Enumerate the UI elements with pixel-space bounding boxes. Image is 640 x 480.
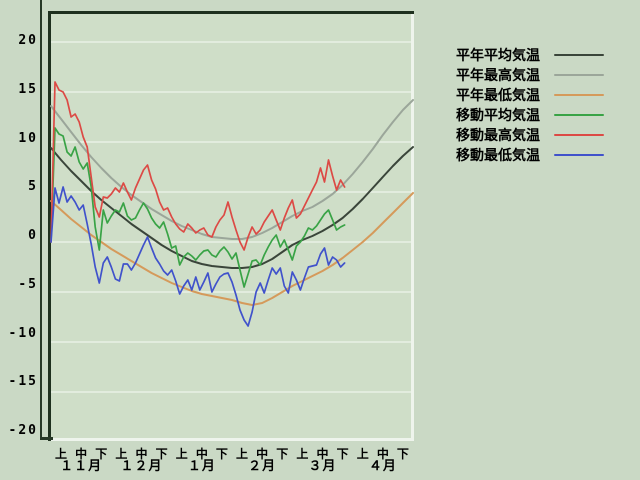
y-tick-label: -15 xyxy=(8,374,38,390)
legend-label: 移動最高気温 xyxy=(456,128,540,144)
x-period-label: 中 xyxy=(316,447,329,461)
x-period-label: 上 xyxy=(356,447,369,461)
legend-label: 平年最高気温 xyxy=(456,68,540,84)
series-line-3 xyxy=(50,127,346,288)
legend-line-swatch xyxy=(554,154,604,156)
x-period-label: 下 xyxy=(95,447,108,461)
x-period-label: 中 xyxy=(195,447,208,461)
x-month-label: １１月 xyxy=(60,459,103,474)
x-period-label: 上 xyxy=(115,447,128,461)
plot-border-left xyxy=(48,11,51,441)
legend-label: 移動平均気温 xyxy=(456,108,540,124)
legend-item: 平年最低気温 xyxy=(456,85,604,105)
y-tick-label: 15 xyxy=(18,81,38,97)
y-tick-label: 5 xyxy=(28,179,38,195)
x-period-label: 上 xyxy=(236,447,249,461)
series-line-1 xyxy=(50,99,414,240)
legend-label: 平年最低気温 xyxy=(456,88,540,104)
y-tick-label: -10 xyxy=(8,325,38,341)
x-month-label: ４月 xyxy=(368,459,397,474)
x-month-label: １２月 xyxy=(120,459,163,474)
frame-line xyxy=(40,0,42,439)
x-period-label: 下 xyxy=(155,447,168,461)
series-line-5 xyxy=(50,186,346,327)
legend-label: 平年平均気温 xyxy=(456,48,540,64)
frame-line-foot xyxy=(40,437,53,440)
x-period-label: 下 xyxy=(215,447,228,461)
legend-item: 移動最高気温 xyxy=(456,125,604,145)
x-period-label: 下 xyxy=(336,447,349,461)
y-tick-label: -5 xyxy=(18,276,38,292)
legend-line-swatch xyxy=(554,94,604,96)
x-month-label: １月 xyxy=(187,459,216,474)
y-tick-label: 0 xyxy=(28,228,38,243)
y-tick-label: 10 xyxy=(18,130,38,146)
series-line-2 xyxy=(50,192,414,306)
legend-item: 移動平均気温 xyxy=(456,105,604,125)
y-tick-label: -20 xyxy=(8,423,38,438)
x-period-label: 中 xyxy=(376,447,389,461)
x-month-label: ３月 xyxy=(308,459,337,474)
x-period-label: 中 xyxy=(135,447,148,461)
legend-line-swatch xyxy=(554,114,604,116)
legend-line-swatch xyxy=(554,54,604,56)
legend-item: 平年平均気温 xyxy=(456,45,604,65)
y-tick-label: 20 xyxy=(18,33,38,48)
plot-border-bottom xyxy=(48,438,414,441)
x-month-label: ２月 xyxy=(248,459,277,474)
legend-label: 移動最低気温 xyxy=(456,148,540,164)
x-period-label: 上 xyxy=(296,447,309,461)
plot-border-top xyxy=(48,11,414,14)
x-period-label: 下 xyxy=(396,447,409,461)
series-line-0 xyxy=(50,146,414,269)
x-period-label: 中 xyxy=(256,447,269,461)
legend-line-swatch xyxy=(554,134,604,136)
legend-item: 平年最高気温 xyxy=(456,65,604,85)
series-line-4 xyxy=(50,81,346,251)
x-period-label: 上 xyxy=(175,447,188,461)
legend-item: 移動最低気温 xyxy=(456,145,604,165)
plot-background xyxy=(51,14,413,440)
x-period-label: 上 xyxy=(55,447,68,461)
plot-border-right xyxy=(411,11,414,441)
x-period-label: 下 xyxy=(276,447,289,461)
x-period-label: 中 xyxy=(75,447,88,461)
legend-line-swatch xyxy=(554,74,604,76)
